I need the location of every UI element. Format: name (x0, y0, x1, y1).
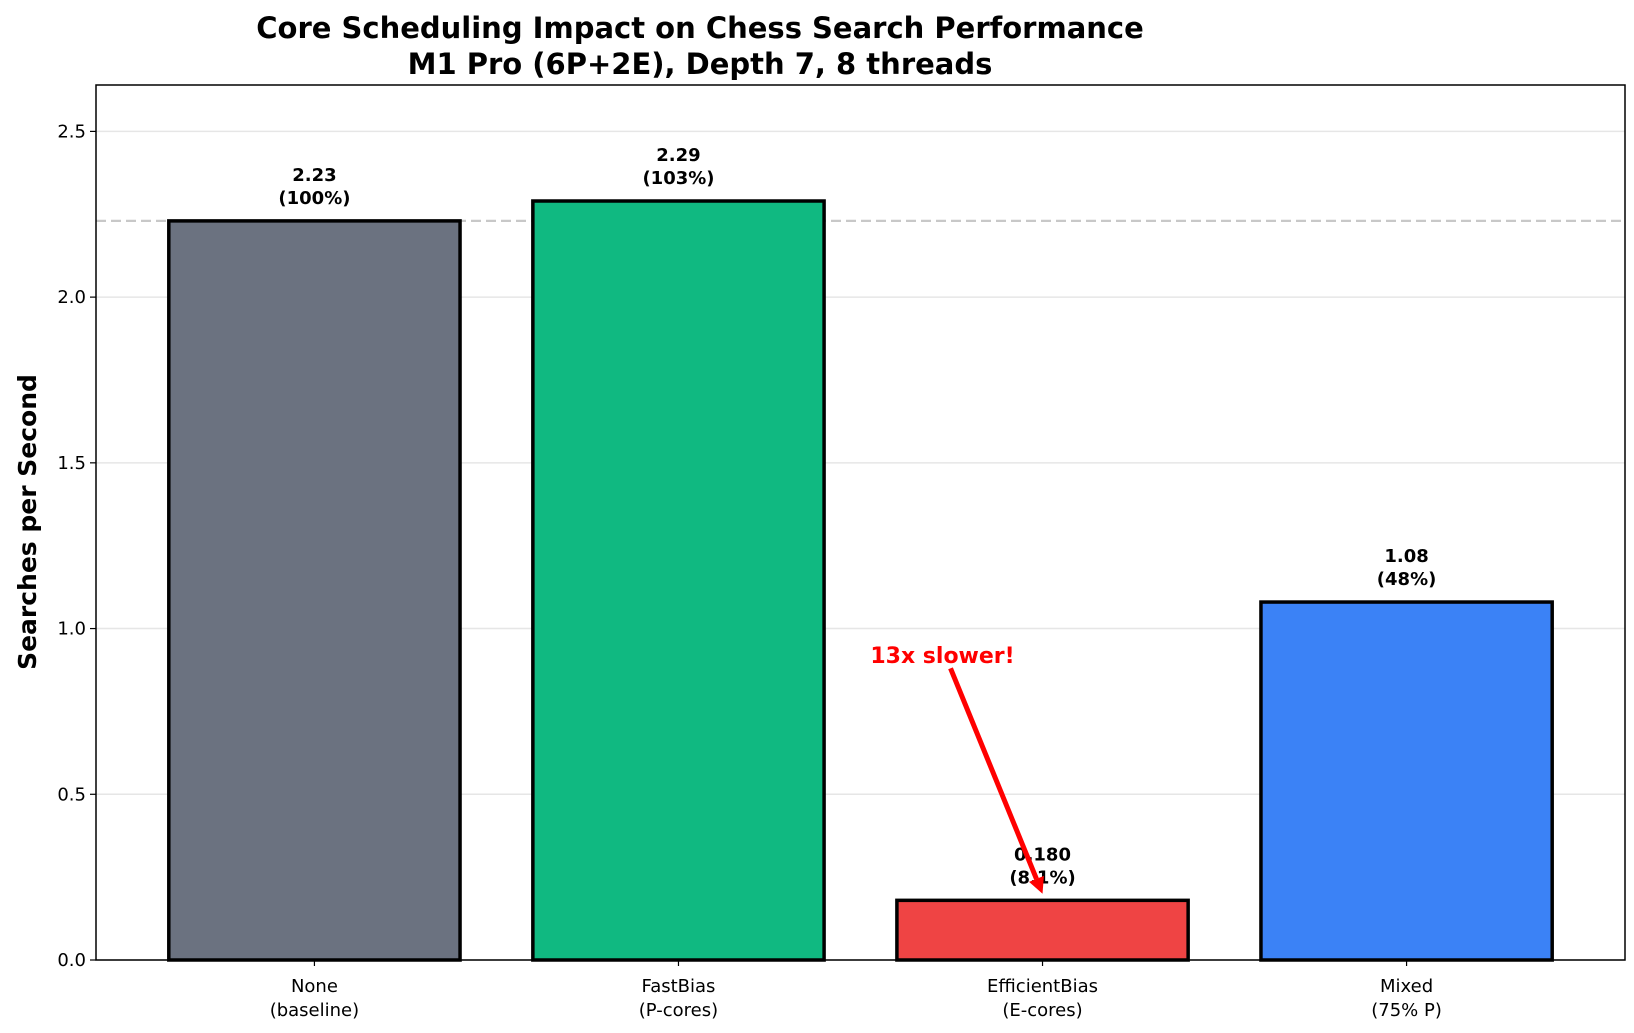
bar-value-label: 2.23 (292, 165, 336, 186)
x-tick-sublabel: (baseline) (270, 1000, 359, 1021)
plot-frame (95, 84, 1626, 961)
annotation-text: 13x slower! (870, 644, 1014, 669)
bar-value-label: 2.29 (656, 145, 700, 166)
x-tick-label: Mixed (1380, 976, 1433, 997)
bar (531, 199, 826, 962)
bar (895, 898, 1190, 962)
chart-title: Core Scheduling Impact on Chess Search P… (256, 11, 1144, 45)
bar (1259, 600, 1554, 962)
bar-value-labels: 2.23(100%)2.29(103%)0.180(8.1%)1.08(48%) (278, 145, 1436, 888)
annotation-arrowhead (1029, 875, 1044, 894)
x-tick-sublabel: (P-cores) (639, 1000, 718, 1021)
chart-subtitle: M1 Pro (6P+2E), Depth 7, 8 threads (408, 47, 993, 81)
y-tick-label: 1.0 (57, 619, 86, 640)
x-tick-label: None (291, 976, 338, 997)
bars (167, 199, 1554, 962)
y-axis-label: Searches per Second (13, 374, 42, 670)
x-tick-label: FastBias (642, 976, 716, 997)
x-tick-sublabel: (E-cores) (1002, 1000, 1082, 1021)
y-tick-label: 1.5 (57, 453, 86, 474)
x-tick-sublabel: (75% P) (1371, 1000, 1442, 1021)
y-axis-ticks: 0.0 0.5 1.0 1.5 2.0 2.5 (57, 121, 96, 971)
bar-percent-label: (103%) (642, 168, 714, 189)
y-tick-label: 2.0 (57, 287, 86, 308)
bar-percent-label: (100%) (278, 188, 350, 209)
bar-value-label: 1.08 (1384, 546, 1428, 567)
annotation: 13x slower! (870, 644, 1044, 894)
annotation-arrow (948, 667, 1039, 880)
bar (167, 219, 462, 962)
x-axis-ticks: None (baseline) FastBias (P-cores) Efficient… (270, 960, 1442, 1021)
y-tick-label: 0.0 (57, 950, 86, 971)
bar-percent-label: (48%) (1377, 569, 1437, 590)
x-tick-label: EfficientBias (987, 976, 1098, 997)
y-tick-label: 0.5 (57, 784, 86, 805)
y-tick-label: 2.5 (57, 121, 86, 142)
